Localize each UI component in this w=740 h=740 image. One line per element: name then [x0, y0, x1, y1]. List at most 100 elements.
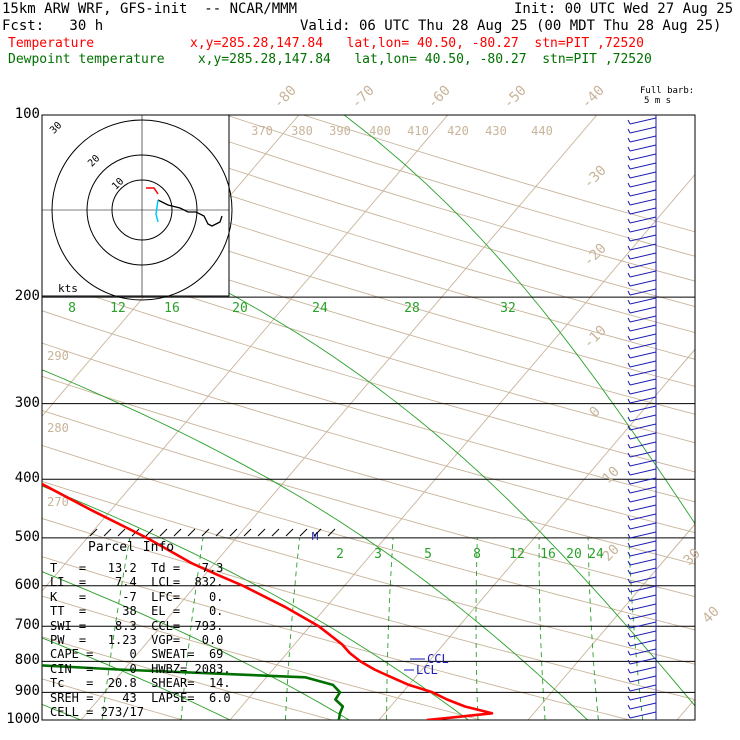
wind-barb-flag	[627, 416, 631, 422]
wind-barb-staff	[629, 297, 657, 305]
wind-barb-staff	[629, 648, 657, 656]
wind-barb-flag	[627, 560, 631, 566]
dry-adiabat-line	[42, 636, 334, 720]
wind-barb-flag	[627, 317, 631, 323]
parcel-info-row: PW = 1.23 VGP= 0.0	[50, 633, 224, 647]
isotherm-line	[42, 115, 449, 592]
isotherm-line	[229, 173, 695, 720]
wind-barb-staff	[629, 189, 657, 197]
dry-adiabat-line	[42, 310, 695, 503]
wind-barb-flag	[627, 380, 631, 386]
wind-barb-flag	[627, 578, 631, 584]
wind-barb-staff	[629, 306, 657, 314]
isotherm-label: -80	[271, 83, 300, 112]
isotherm-label: 10	[600, 464, 623, 487]
wind-barb-staff	[629, 387, 657, 395]
wind-barb-staff	[629, 288, 657, 296]
mixing-ratio-label: 16	[540, 547, 556, 562]
theta-label: 370	[251, 124, 273, 138]
pressure-label: 800	[14, 652, 40, 669]
pressure-label: 700	[14, 617, 40, 634]
wind-barbs	[627, 115, 657, 720]
wind-barb-staff	[629, 234, 657, 242]
dewpoint-profile	[42, 664, 345, 720]
isotherm-label: -50	[501, 83, 530, 112]
wind-barb-staff	[629, 414, 657, 422]
wind-barb-flag	[627, 677, 631, 683]
wind-barb-flag	[627, 668, 631, 674]
wind-barb-flag	[627, 191, 631, 197]
wind-barb-staff	[629, 270, 657, 278]
wind-barb-flag	[627, 182, 631, 188]
temperature-profile	[42, 482, 494, 720]
isotherm-line	[676, 698, 695, 720]
wind-barb-flag	[627, 290, 631, 296]
wind-barb-staff	[629, 369, 657, 377]
hatch-mark	[187, 528, 196, 537]
theta-label: 420	[447, 124, 469, 138]
wind-barb-staff	[629, 612, 657, 620]
hatch-mark	[243, 528, 252, 537]
wind-barb-staff	[629, 180, 657, 188]
isotherm-label: -60	[425, 83, 454, 112]
wind-barb-flag	[627, 641, 631, 647]
wind-barb-staff	[629, 324, 657, 332]
mixing-ratio-line	[587, 537, 599, 720]
wind-barb-staff	[629, 585, 657, 593]
mixing-ratio-label: 20	[566, 547, 582, 562]
wind-barb-staff	[629, 378, 657, 386]
wind-barb-staff	[629, 486, 657, 494]
wind-barb-staff	[629, 450, 657, 458]
wind-barb-flag	[627, 236, 631, 242]
hatch-mark	[201, 528, 210, 537]
wind-barb-staff	[629, 279, 657, 287]
mixing-ratio-label: 16	[164, 301, 180, 316]
wind-barb-staff	[629, 630, 657, 638]
dry-adiabat-line	[42, 595, 483, 720]
parcel-info-row: Tc = 20.8 SHEAR= 14.	[50, 676, 231, 691]
wind-barb-flag	[627, 245, 631, 251]
wind-barb-staff	[629, 207, 657, 215]
m-marker: M	[312, 530, 319, 543]
wind-barb-staff	[629, 639, 657, 647]
mixing-ratio-label: 12	[110, 301, 126, 316]
wind-barb-staff	[629, 558, 657, 566]
wind-barb-flag	[627, 659, 631, 665]
wind-barb-staff	[629, 468, 657, 476]
legend-temperature: Temperature	[8, 36, 95, 51]
dry-adiabat-line	[42, 247, 695, 444]
dry-adiabat-line	[42, 342, 695, 534]
pressure-label: 200	[14, 288, 40, 305]
dry-adiabat-line	[42, 678, 185, 720]
wind-barb-staff	[629, 153, 657, 161]
wind-barb-staff	[629, 432, 657, 440]
mixing-ratio-label: 12	[509, 547, 525, 562]
wind-barb-staff	[629, 171, 657, 179]
mixing-ratio-label: 8	[473, 547, 481, 562]
parcel-info-row: T = 13.2 Td = 7.3	[50, 561, 224, 575]
wind-barb-flag	[627, 695, 631, 701]
dry-adiabat-line	[42, 556, 632, 720]
parcel-info-row: CELL = 273/17	[50, 705, 144, 719]
mixing-ratio-label: 20	[232, 301, 248, 316]
isotherm-label: -30	[581, 163, 610, 192]
wind-barb-flag	[627, 623, 631, 629]
pressure-label: 400	[14, 470, 40, 487]
hatch-mark	[215, 528, 224, 537]
wind-barb-staff	[629, 477, 657, 485]
mixing-ratio-label: 3	[374, 547, 382, 562]
mixing-ratio-lines	[42, 115, 695, 720]
wind-barb-staff	[629, 675, 657, 683]
hatch-mark	[313, 528, 322, 537]
wind-barb-staff	[629, 198, 657, 206]
wind-barb-staff	[629, 252, 657, 260]
wind-barb-staff	[629, 666, 657, 674]
wind-barb-flag	[627, 488, 631, 494]
hatch-mark	[327, 528, 336, 537]
mixing-ratio-label: 24	[312, 301, 328, 316]
wind-barb-flag	[627, 506, 631, 512]
legend-temperature-info: x,y=285.28,147.84 lat,lon= 40.50, -80.27…	[190, 36, 644, 51]
moist-adiabat-line	[42, 485, 469, 720]
moist-adiabat-line	[42, 369, 588, 720]
isotherm-label: -40	[579, 83, 608, 112]
